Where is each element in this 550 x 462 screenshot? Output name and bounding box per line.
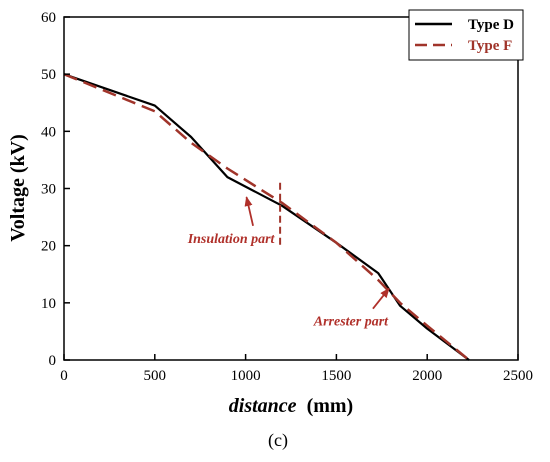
x-tick-label-0: 0: [60, 368, 68, 384]
plot-frame: [63, 16, 519, 361]
x-tick-label-2500: 2500: [503, 368, 533, 384]
y-tick-label-60: 60: [41, 10, 56, 26]
y-tick-label-10: 10: [41, 296, 56, 312]
series-line-type-d: [63, 73, 470, 361]
x-tick-label-1500: 1500: [321, 368, 351, 384]
legend: Type D Type F: [408, 9, 524, 61]
x-tick-label-1000: 1000: [231, 368, 261, 384]
x-tick-label-2000: 2000: [412, 368, 442, 384]
legend-box: [408, 9, 524, 61]
x-axis-title: distance (mm): [229, 395, 353, 417]
legend-label-type-d: Type D: [468, 17, 514, 33]
series-layer: [63, 73, 470, 361]
annotation-arrester-part: Arrester part: [313, 315, 389, 330]
y-tick-label-40: 40: [41, 124, 56, 140]
y-axis-title: Voltage (kV): [7, 134, 29, 242]
x-axis-title-unit: (mm): [307, 395, 354, 417]
annotation-arrow-arrester-part: [372, 287, 390, 310]
y-tick-label-20: 20: [41, 239, 56, 255]
axis-layer: 0 500 1000 1500 2000 2500 0 10 20 30 40 50 60: [41, 10, 533, 384]
annotation-insulation-part: Insulation part: [187, 232, 276, 247]
annotation-layer: Insulation part Arrester part: [187, 196, 390, 330]
x-tick-label-500: 500: [144, 368, 167, 384]
y-tick-label-50: 50: [41, 67, 56, 83]
y-tick-label-0: 0: [49, 353, 57, 369]
annotation-arrow-insulation-part: [244, 196, 254, 227]
x-axis-title-italic: distance: [229, 395, 297, 417]
series-line-type-f: [63, 73, 470, 361]
legend-label-type-f: Type F: [468, 38, 512, 54]
y-tick-label-30: 30: [41, 182, 56, 198]
panel-label: (c): [268, 430, 288, 451]
